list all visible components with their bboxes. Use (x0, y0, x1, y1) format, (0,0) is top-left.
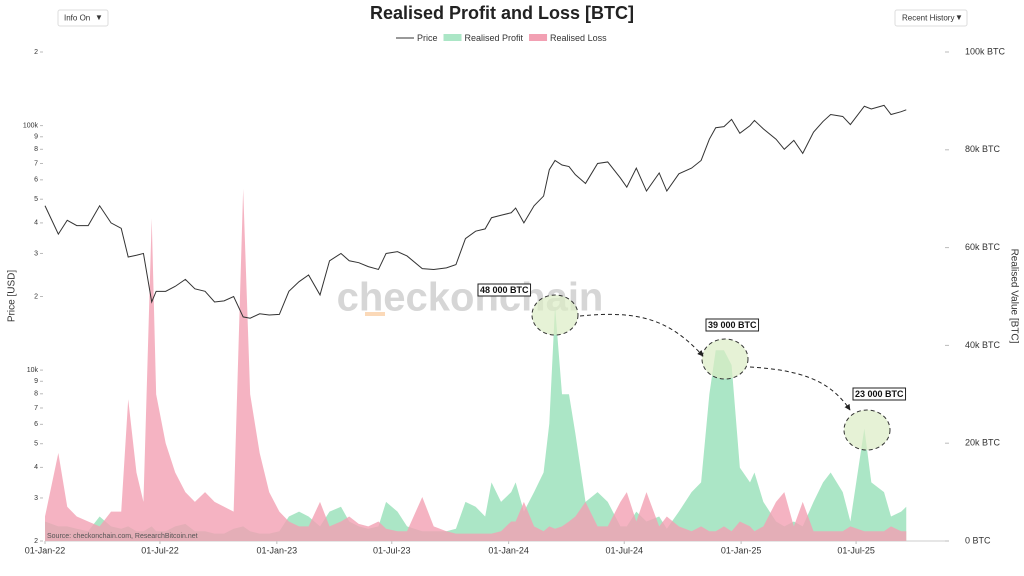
legend-swatch (443, 34, 462, 41)
source: Source: checkonchain.com, ResearchBitcoi… (47, 533, 198, 540)
y-tick-label: 3 (34, 495, 38, 502)
y2-tick-label: 100k BTC (965, 46, 1006, 56)
y-tick-label: 3 (34, 250, 38, 257)
x-tick-label: 01-Jan-24 (488, 545, 529, 555)
y2-tick-label: 0 BTC (965, 535, 991, 545)
y-tick-label: 8 (34, 391, 38, 398)
chart-title: Realised Profit and Loss [BTC] (370, 3, 634, 23)
y2-tick-label: 20k BTC (965, 438, 1001, 448)
y-tick-label: 2 (34, 538, 38, 545)
y-tick-label: 5 (34, 196, 38, 203)
annotation-box (852, 387, 907, 401)
y-tick-label: 9 (34, 378, 38, 385)
y-tick-label: 6 (34, 421, 38, 428)
legend-label: Price (417, 33, 438, 43)
y-tick-label: 7 (34, 160, 38, 167)
highlight-ellipse (701, 338, 749, 380)
x-tick-label: 01-Jul-22 (141, 545, 179, 555)
area (45, 188, 907, 542)
y-tick-label: 2 (34, 293, 38, 300)
y-tick-label: 2 (34, 49, 38, 56)
annotation-label: 48 000 BTC (480, 285, 529, 295)
y-tick-label: 6 (34, 177, 38, 184)
legend-label: Realised Profit (465, 33, 524, 43)
arrow (579, 313, 704, 357)
legend-label: Realised Loss (550, 33, 607, 43)
highlight-ellipse (531, 294, 579, 336)
history-button-label[interactable]: Recent History (902, 14, 954, 23)
y-tick-label: 5 (34, 441, 38, 448)
y2-tick-label: 60k BTC (965, 242, 1001, 252)
annotation-label: 39 000 BTC (708, 320, 757, 330)
arrow (749, 366, 851, 411)
y-tick-label: 4 (34, 464, 38, 471)
y-tick-label: 7 (34, 405, 38, 412)
info-button-label[interactable]: Info On (64, 14, 90, 23)
legend-swatch (529, 34, 548, 41)
y-tick-label: 4 (34, 220, 38, 227)
x-tick-label: 01-Jul-24 (605, 545, 643, 555)
y2-tick-label: 40k BTC (965, 340, 1001, 350)
legend: Price Realised Profit Realised Loss (396, 33, 607, 43)
price-line (44, 104, 907, 319)
y2-axis-title: Realised Value [BTC] (1008, 249, 1019, 344)
y2-tick-label: 80k BTC (965, 144, 1001, 154)
x-tick-label: 01-Jan-22 (25, 545, 66, 555)
y-tick-label: 9 (34, 134, 38, 141)
x-tick-label: 01-Jul-25 (837, 545, 875, 555)
x-tick-label: 01-Jul-23 (373, 545, 411, 555)
y-tick-label: 10k (27, 367, 39, 374)
watermark-logo (365, 312, 385, 316)
highlight-ellipse (843, 409, 891, 451)
y-tick-label: 100k (23, 122, 39, 129)
annotation-box (705, 318, 760, 332)
x-tick-label: 01-Jan-25 (721, 545, 762, 555)
dropdown-arrow: ▼ (955, 13, 963, 22)
y-tick-label: 8 (34, 146, 38, 153)
annotation-label: 23 000 BTC (855, 389, 904, 399)
history-button[interactable] (894, 9, 968, 27)
area (45, 306, 907, 541)
dropdown-arrow: ▼ (95, 13, 103, 22)
annotation-box (477, 283, 532, 297)
x-tick-label: 01-Jan-23 (257, 545, 298, 555)
info-button[interactable] (57, 9, 109, 27)
y-axis-title: Price [USD] (7, 270, 18, 322)
